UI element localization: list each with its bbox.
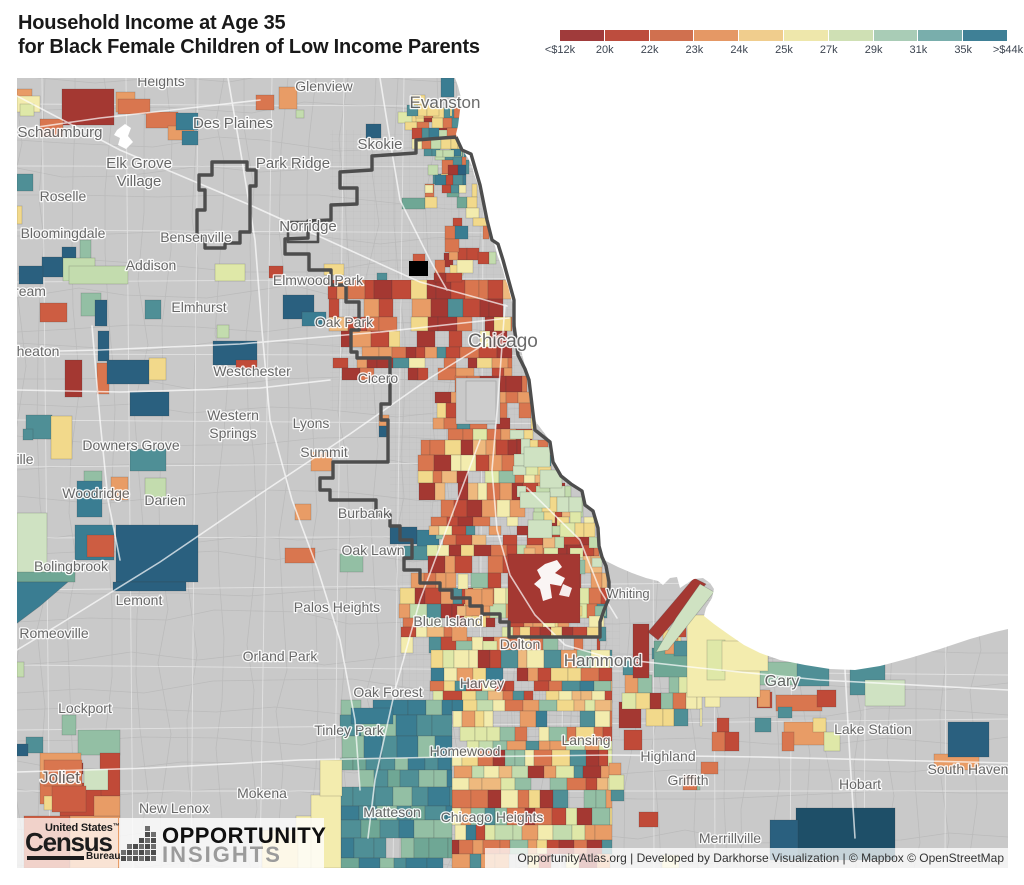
svg-text:Harvey: Harvey [460,675,504,691]
svg-text:Merrillville: Merrillville [699,830,761,846]
svg-text:Bloomingdale: Bloomingdale [21,225,106,241]
svg-text:Oak Park: Oak Park [315,314,374,330]
svg-text:New Lenox: New Lenox [139,800,209,816]
svg-text:Westchester: Westchester [213,363,291,379]
svg-text:Joliet: Joliet [40,768,80,787]
svg-text:Lockport: Lockport [58,700,112,716]
svg-text:Lemont: Lemont [116,592,163,608]
svg-text:Lake Station: Lake Station [834,721,912,737]
svg-text:Schaumburg: Schaumburg [17,124,102,141]
svg-text:Highland: Highland [640,748,695,764]
svg-text:Hobart: Hobart [839,776,881,792]
svg-text:Village: Village [117,173,162,190]
svg-text:Downers Grove: Downers Grove [82,437,179,453]
svg-text:Roselle: Roselle [40,188,87,204]
svg-text:Chicago Heights: Chicago Heights [441,809,544,825]
svg-text:heaton: heaton [17,343,59,359]
svg-text:Lyons: Lyons [293,415,330,431]
svg-text:Lansing: Lansing [561,732,610,748]
svg-text:Western: Western [207,407,259,423]
svg-text:Summit: Summit [300,444,348,460]
svg-text:Matteson: Matteson [363,804,421,820]
svg-text:Gary: Gary [765,673,800,690]
svg-text:Romeoville: Romeoville [19,625,88,641]
svg-text:Elmwood Park: Elmwood Park [273,272,364,288]
svg-text:Dolton: Dolton [500,636,540,652]
svg-text:Addison: Addison [126,257,177,273]
svg-text:Glenview: Glenview [295,78,353,94]
svg-text:Cicero: Cicero [358,370,399,386]
svg-text:Bensenville: Bensenville [160,229,232,245]
svg-text:Homewood: Homewood [430,743,501,759]
svg-text:Mokena: Mokena [237,785,287,801]
svg-text:Orland Park: Orland Park [243,648,319,664]
svg-text:Evanston: Evanston [410,93,481,112]
svg-text:Des Plaines: Des Plaines [193,115,273,132]
svg-text:Norridge: Norridge [279,218,337,235]
svg-text:Bolingbrook: Bolingbrook [34,558,109,574]
svg-text:Burbank: Burbank [338,505,391,521]
svg-text:Oak Lawn: Oak Lawn [341,542,404,558]
svg-text:Tinley Park: Tinley Park [314,722,385,738]
svg-text:Darien: Darien [144,492,185,508]
svg-text:Chicago: Chicago [468,331,538,352]
svg-text:Park Ridge: Park Ridge [256,155,330,172]
svg-text:Blue Island: Blue Island [413,613,482,629]
svg-text:ream: ream [17,283,46,299]
svg-text:Hammond: Hammond [564,651,642,670]
svg-text:Elk Grove: Elk Grove [106,155,172,172]
svg-text:ille: ille [17,451,34,467]
svg-text:Oak Forest: Oak Forest [353,684,422,700]
svg-text:Palos Heights: Palos Heights [294,599,380,615]
svg-text:Elmhurst: Elmhurst [171,299,226,315]
svg-text:Springs: Springs [209,425,256,441]
svg-text:Skokie: Skokie [357,136,402,153]
svg-text:Whiting: Whiting [606,586,649,601]
svg-text:South Haven: South Haven [928,761,1008,777]
svg-text:Heights: Heights [137,78,184,89]
svg-text:Woodridge: Woodridge [62,485,130,501]
svg-text:Griffith: Griffith [668,772,709,788]
